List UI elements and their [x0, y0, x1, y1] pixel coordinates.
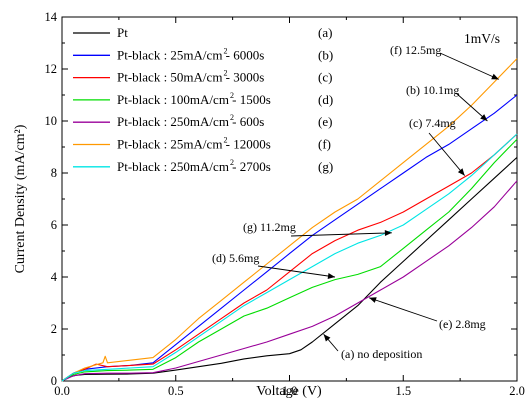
annotation-label: (a) no deposition — [341, 347, 422, 361]
annotation-arrowhead — [323, 334, 331, 342]
legend-superscript: 2 — [230, 158, 234, 167]
annotation-arrow — [257, 265, 336, 278]
annotation-label: (g) 11.2mg — [243, 220, 296, 234]
legend-superscript: 2 — [230, 113, 234, 122]
series-line-a — [61, 156, 518, 382]
annotation-arrowhead — [457, 168, 465, 176]
legend-label: Pt-black : 100mA/cm - 1500s — [117, 92, 271, 107]
legend-tag: (c) — [318, 70, 332, 85]
y-tick-label: 10 — [45, 114, 58, 128]
legend-superscript: 2 — [230, 91, 234, 100]
annotation-arrowhead — [384, 230, 392, 237]
y-tick-label: 6 — [51, 218, 57, 232]
legend-label: Pt-black : 25mA/cm - 12000s — [117, 137, 271, 152]
legend-label: Pt-black : 250mA/cm - 600s — [117, 114, 264, 129]
y-axis-label: Current Density (mA/cm²) — [13, 124, 28, 273]
annotation-label: (f) 12.5mg — [390, 43, 441, 57]
x-tick-label: 0.5 — [168, 384, 184, 398]
scan-rate-label: 1mV/s — [464, 31, 500, 46]
legend-label: Pt-black : 25mA/cm - 6000s — [117, 47, 264, 62]
legend-superscript: 2 — [223, 69, 227, 78]
legend-label: Pt-black : 50mA/cm - 3000s — [117, 70, 264, 85]
annotation-arrow — [455, 92, 488, 122]
x-tick-label: 1.5 — [395, 384, 411, 398]
annotation-label: (c) 7.4mg — [409, 116, 456, 130]
legend-label: Pt — [117, 25, 128, 40]
series-line-g — [61, 133, 518, 382]
y-tick-label: 2 — [51, 322, 57, 336]
annotations: (f) 12.5mg (b) 10.1mg (c) 7.4mg (g) 11.2mg (… — [212, 43, 499, 361]
annotation-label: (d) 5.6mg — [212, 251, 259, 265]
legend-tag: (f) — [318, 137, 331, 152]
annotation-label: (b) 10.1mg — [406, 83, 459, 97]
annotation-arrow — [428, 132, 466, 176]
legend-superscript: 2 — [223, 136, 227, 145]
annotation-arrowhead — [327, 273, 335, 279]
y-tick-label: 12 — [45, 62, 58, 76]
annotation-label: (e) 2.8mg — [439, 317, 486, 331]
x-tick-label: 1.0 — [282, 384, 298, 398]
annotation-arrowhead — [369, 297, 377, 303]
legend-tag: (e) — [318, 114, 332, 129]
series-layer — [61, 58, 518, 382]
series-line-c — [61, 133, 518, 382]
annotation-arrow — [290, 232, 392, 237]
legend-tag: (g) — [318, 159, 333, 174]
x-axis-label: Voltage (V) — [256, 384, 322, 399]
x-tick-label: 2.0 — [509, 384, 525, 398]
series-line-d — [61, 138, 518, 382]
annotation-arrow — [368, 297, 438, 322]
axis-ticks: 0.0 0.5 1.0 1.5 2.0 0 2 4 6 8 10 12 14 — [45, 10, 525, 398]
legend-tag: (b) — [318, 47, 333, 62]
y-tick-label: 8 — [51, 166, 57, 180]
legend-tag: (a) — [318, 25, 332, 40]
series-line-f — [61, 58, 518, 382]
y-tick-label: 4 — [51, 270, 58, 284]
annotation-arrowhead — [491, 73, 499, 80]
legend-tag: (d) — [318, 92, 333, 107]
annotation-arrow — [439, 52, 499, 80]
x-tick-label: 0.0 — [54, 384, 70, 398]
y-tick-label: 14 — [45, 10, 58, 24]
series-line-e — [61, 180, 518, 382]
legend-superscript: 2 — [223, 46, 227, 55]
annotation-arrowhead — [480, 114, 488, 121]
legend-label: Pt-black : 250mA/cm - 2700s — [117, 159, 271, 174]
y-tick-label: 0 — [51, 374, 57, 388]
